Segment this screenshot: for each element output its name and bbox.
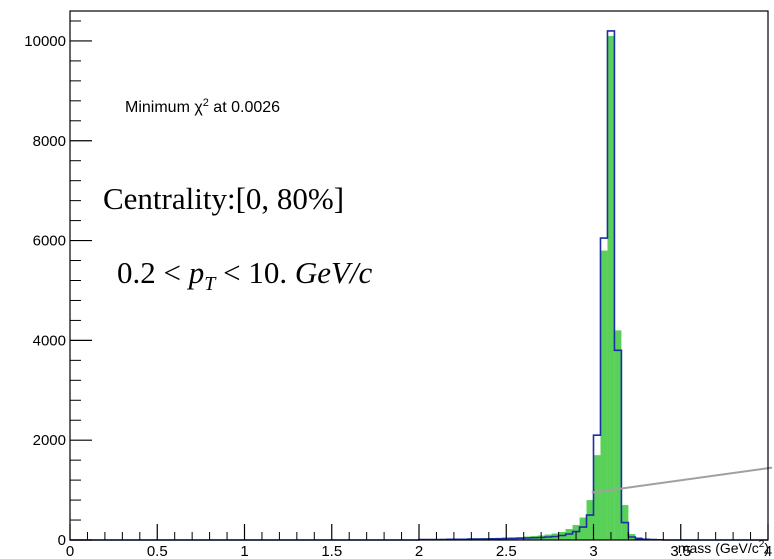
y-tick-label: 10000	[24, 33, 66, 50]
histogram-bar	[600, 250, 608, 540]
histogram-bar	[579, 517, 587, 540]
y-tick-label: 4000	[33, 332, 66, 349]
centrality-annotation: Centrality:[0, 80%]	[103, 181, 344, 216]
y-axis: 0 2000 4000 6000 8000 10000	[24, 20, 92, 549]
x-tick-label: 2.5	[496, 543, 517, 559]
histogram-bar	[607, 35, 615, 541]
x-tick-label: 3.5	[670, 543, 691, 559]
x-tick-label: 0	[66, 543, 74, 559]
histogram-bar	[586, 500, 594, 540]
x-tick-label: 1.5	[321, 543, 342, 559]
y-tick-label: 2000	[33, 432, 66, 449]
y-tick-label: 0	[58, 532, 66, 549]
y-tick-label: 8000	[33, 133, 66, 150]
pt-range-annotation: 0.2 < pT < 10. GeV/c	[117, 255, 373, 295]
y-tick-label: 6000	[33, 233, 66, 250]
x-tick-label: 1	[240, 543, 248, 559]
x-tick-label: 4	[764, 543, 772, 559]
x-tick-label: 3	[589, 543, 597, 559]
x-axis: 0 0.5 1 1.5 2 2.5 3 3.5 4	[66, 524, 772, 559]
filled-histogram	[419, 35, 664, 541]
x-axis-label: mass (GeV/c2)	[678, 539, 769, 556]
x-tick-label: 2	[415, 543, 423, 559]
chi2-annotation: Minimum χ2 at 0.0026	[125, 97, 280, 116]
histogram-bar	[593, 455, 601, 540]
fit-line	[591, 466, 773, 494]
x-tick-label: 0.5	[147, 543, 168, 559]
histogram-bar	[614, 330, 622, 540]
